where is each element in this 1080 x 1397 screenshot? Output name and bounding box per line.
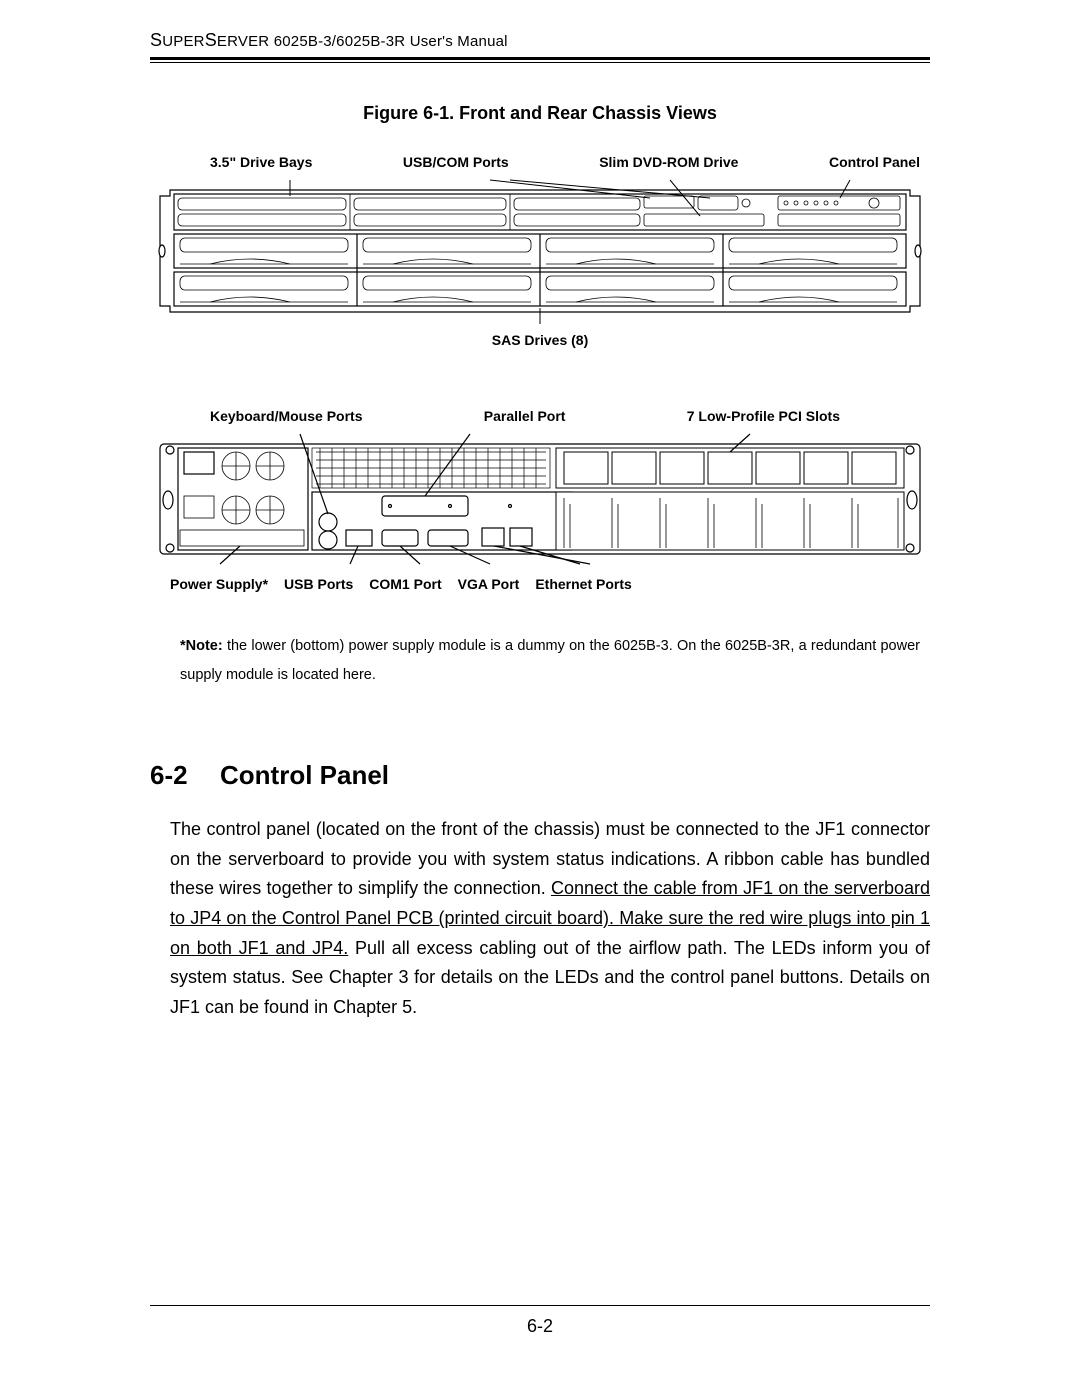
rear-bottom-labels: Power Supply* USB Ports COM1 Port VGA Po… xyxy=(150,576,930,592)
header-rule xyxy=(150,57,930,63)
footer-rule xyxy=(150,1305,930,1306)
label-usb-ports: USB Ports xyxy=(284,576,353,592)
footnote: *Note: the lower (bottom) power supply m… xyxy=(150,632,930,690)
label-com1-port: COM1 Port xyxy=(369,576,441,592)
page-footer: 6-2 xyxy=(150,1305,930,1337)
label-pci: 7 Low-Profile PCI Slots xyxy=(687,408,840,424)
header-sc1: S xyxy=(150,30,162,50)
running-header: SUPERSERVER 6025B-3/6025B-3R User's Manu… xyxy=(150,30,930,51)
label-ethernet-ports: Ethernet Ports xyxy=(535,576,631,592)
front-top-labels: 3.5" Drive Bays USB/COM Ports Slim DVD-R… xyxy=(150,154,930,170)
header-rest2: ERVER 6025B-3/6025B-3R User's Manual xyxy=(217,33,508,50)
section-heading: 6-2Control Panel xyxy=(150,760,930,791)
rear-chassis-diagram xyxy=(150,430,930,570)
section-title: Control Panel xyxy=(220,760,389,790)
label-control-panel: Control Panel xyxy=(829,154,920,170)
label-vga-port: VGA Port xyxy=(458,576,520,592)
label-power-supply: Power Supply* xyxy=(170,576,268,592)
header-sc2: S xyxy=(205,30,217,50)
page-number: 6-2 xyxy=(150,1316,930,1337)
section-body: The control panel (located on the front … xyxy=(150,815,930,1023)
front-chassis-diagram xyxy=(150,176,930,326)
label-kb-mouse: Keyboard/Mouse Ports xyxy=(210,408,362,424)
label-usb-com: USB/COM Ports xyxy=(403,154,509,170)
rear-view-block: Keyboard/Mouse Ports Parallel Port 7 Low… xyxy=(150,408,930,592)
label-sas-drives: SAS Drives (8) xyxy=(150,332,930,348)
note-bold: *Note: xyxy=(180,638,223,654)
label-drive-bays: 3.5" Drive Bays xyxy=(210,154,312,170)
label-parallel: Parallel Port xyxy=(484,408,566,424)
header-rest1: UPER xyxy=(162,33,204,50)
figure-caption: Figure 6-1. Front and Rear Chassis Views xyxy=(150,103,930,124)
page: SUPERSERVER 6025B-3/6025B-3R User's Manu… xyxy=(0,0,1080,1397)
header-title: SUPERSERVER 6025B-3/6025B-3R User's Manu… xyxy=(150,30,508,50)
label-dvd: Slim DVD-ROM Drive xyxy=(599,154,738,170)
section-number: 6-2 xyxy=(150,760,220,791)
front-view-block: 3.5" Drive Bays USB/COM Ports Slim DVD-R… xyxy=(150,154,930,348)
note-text: the lower (bottom) power supply module i… xyxy=(180,638,920,683)
rear-top-labels: Keyboard/Mouse Ports Parallel Port 7 Low… xyxy=(150,408,930,424)
